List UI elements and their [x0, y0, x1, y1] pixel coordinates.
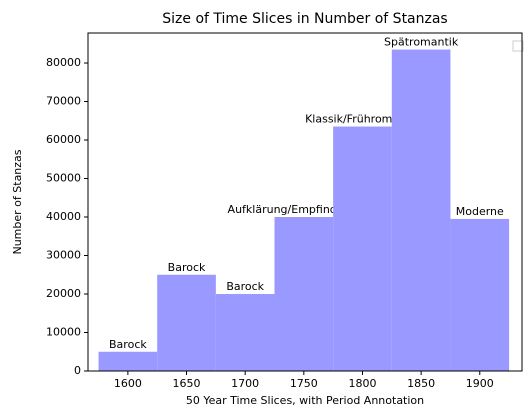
bar — [157, 274, 216, 371]
x-tick-label: 1900 — [466, 377, 494, 390]
bar-annotation: Barock — [168, 261, 206, 274]
y-tick-label: 0 — [74, 364, 81, 377]
y-tick-label: 20000 — [46, 287, 81, 300]
bar-annotation: Moderne — [456, 205, 504, 218]
bar — [98, 351, 158, 371]
y-tick-label: 40000 — [46, 210, 81, 223]
bar-annotation: Spätromantik — [384, 36, 459, 49]
x-tick-label: 1600 — [114, 377, 142, 390]
bar — [333, 126, 392, 372]
bar — [391, 49, 451, 372]
x-tick-label: 1700 — [231, 377, 259, 390]
y-tick-label: 30000 — [46, 249, 81, 262]
legend-box — [512, 40, 524, 52]
x-tick-label: 1850 — [407, 377, 435, 390]
x-axis-label: 50 Year Time Slices, with Period Annotat… — [186, 394, 424, 407]
x-tick-label: 1800 — [348, 377, 376, 390]
x-tick-label: 1650 — [173, 377, 201, 390]
bar-annotation: Klassik/Frühromantik — [305, 113, 420, 126]
y-tick-label: 70000 — [46, 95, 81, 108]
y-tick-label: 50000 — [46, 172, 81, 185]
y-axis-label: Number of Stanzas — [11, 149, 24, 254]
chart-title: Size of Time Slices in Number of Stanzas — [162, 11, 447, 27]
plot-frame — [87, 32, 523, 372]
bar — [450, 218, 510, 371]
bar — [274, 217, 334, 371]
bar-annotation: Barock — [226, 280, 264, 293]
y-tick-label: 10000 — [46, 326, 81, 339]
bar — [215, 294, 275, 371]
y-tick-label: 80000 — [46, 56, 81, 69]
x-tick-label: 1750 — [290, 377, 318, 390]
bar-annotation: Barock — [109, 338, 147, 351]
y-tick-label: 60000 — [46, 133, 81, 146]
